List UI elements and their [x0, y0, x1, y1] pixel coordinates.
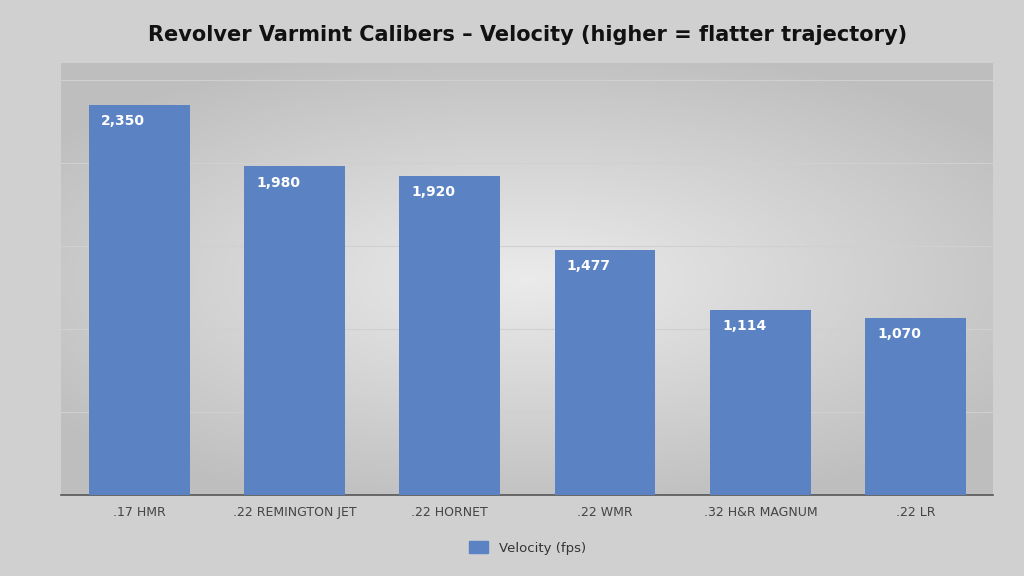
Bar [89, 105, 189, 495]
Text: 1,920: 1,920 [412, 185, 456, 199]
Title: Revolver Varmint Calibers – Velocity (higher = flatter trajectory): Revolver Varmint Calibers – Velocity (hi… [147, 25, 907, 45]
Text: 1,980: 1,980 [256, 176, 300, 190]
Text: 1,114: 1,114 [722, 320, 766, 334]
Bar [865, 317, 966, 495]
Text: 1,477: 1,477 [566, 259, 610, 273]
Bar [710, 310, 811, 495]
Bar [244, 166, 345, 495]
Text: 2,350: 2,350 [100, 114, 144, 128]
Bar [399, 176, 500, 495]
Legend: Velocity (fps): Velocity (fps) [463, 536, 592, 560]
Bar [555, 250, 655, 495]
Text: 1,070: 1,070 [878, 327, 922, 341]
